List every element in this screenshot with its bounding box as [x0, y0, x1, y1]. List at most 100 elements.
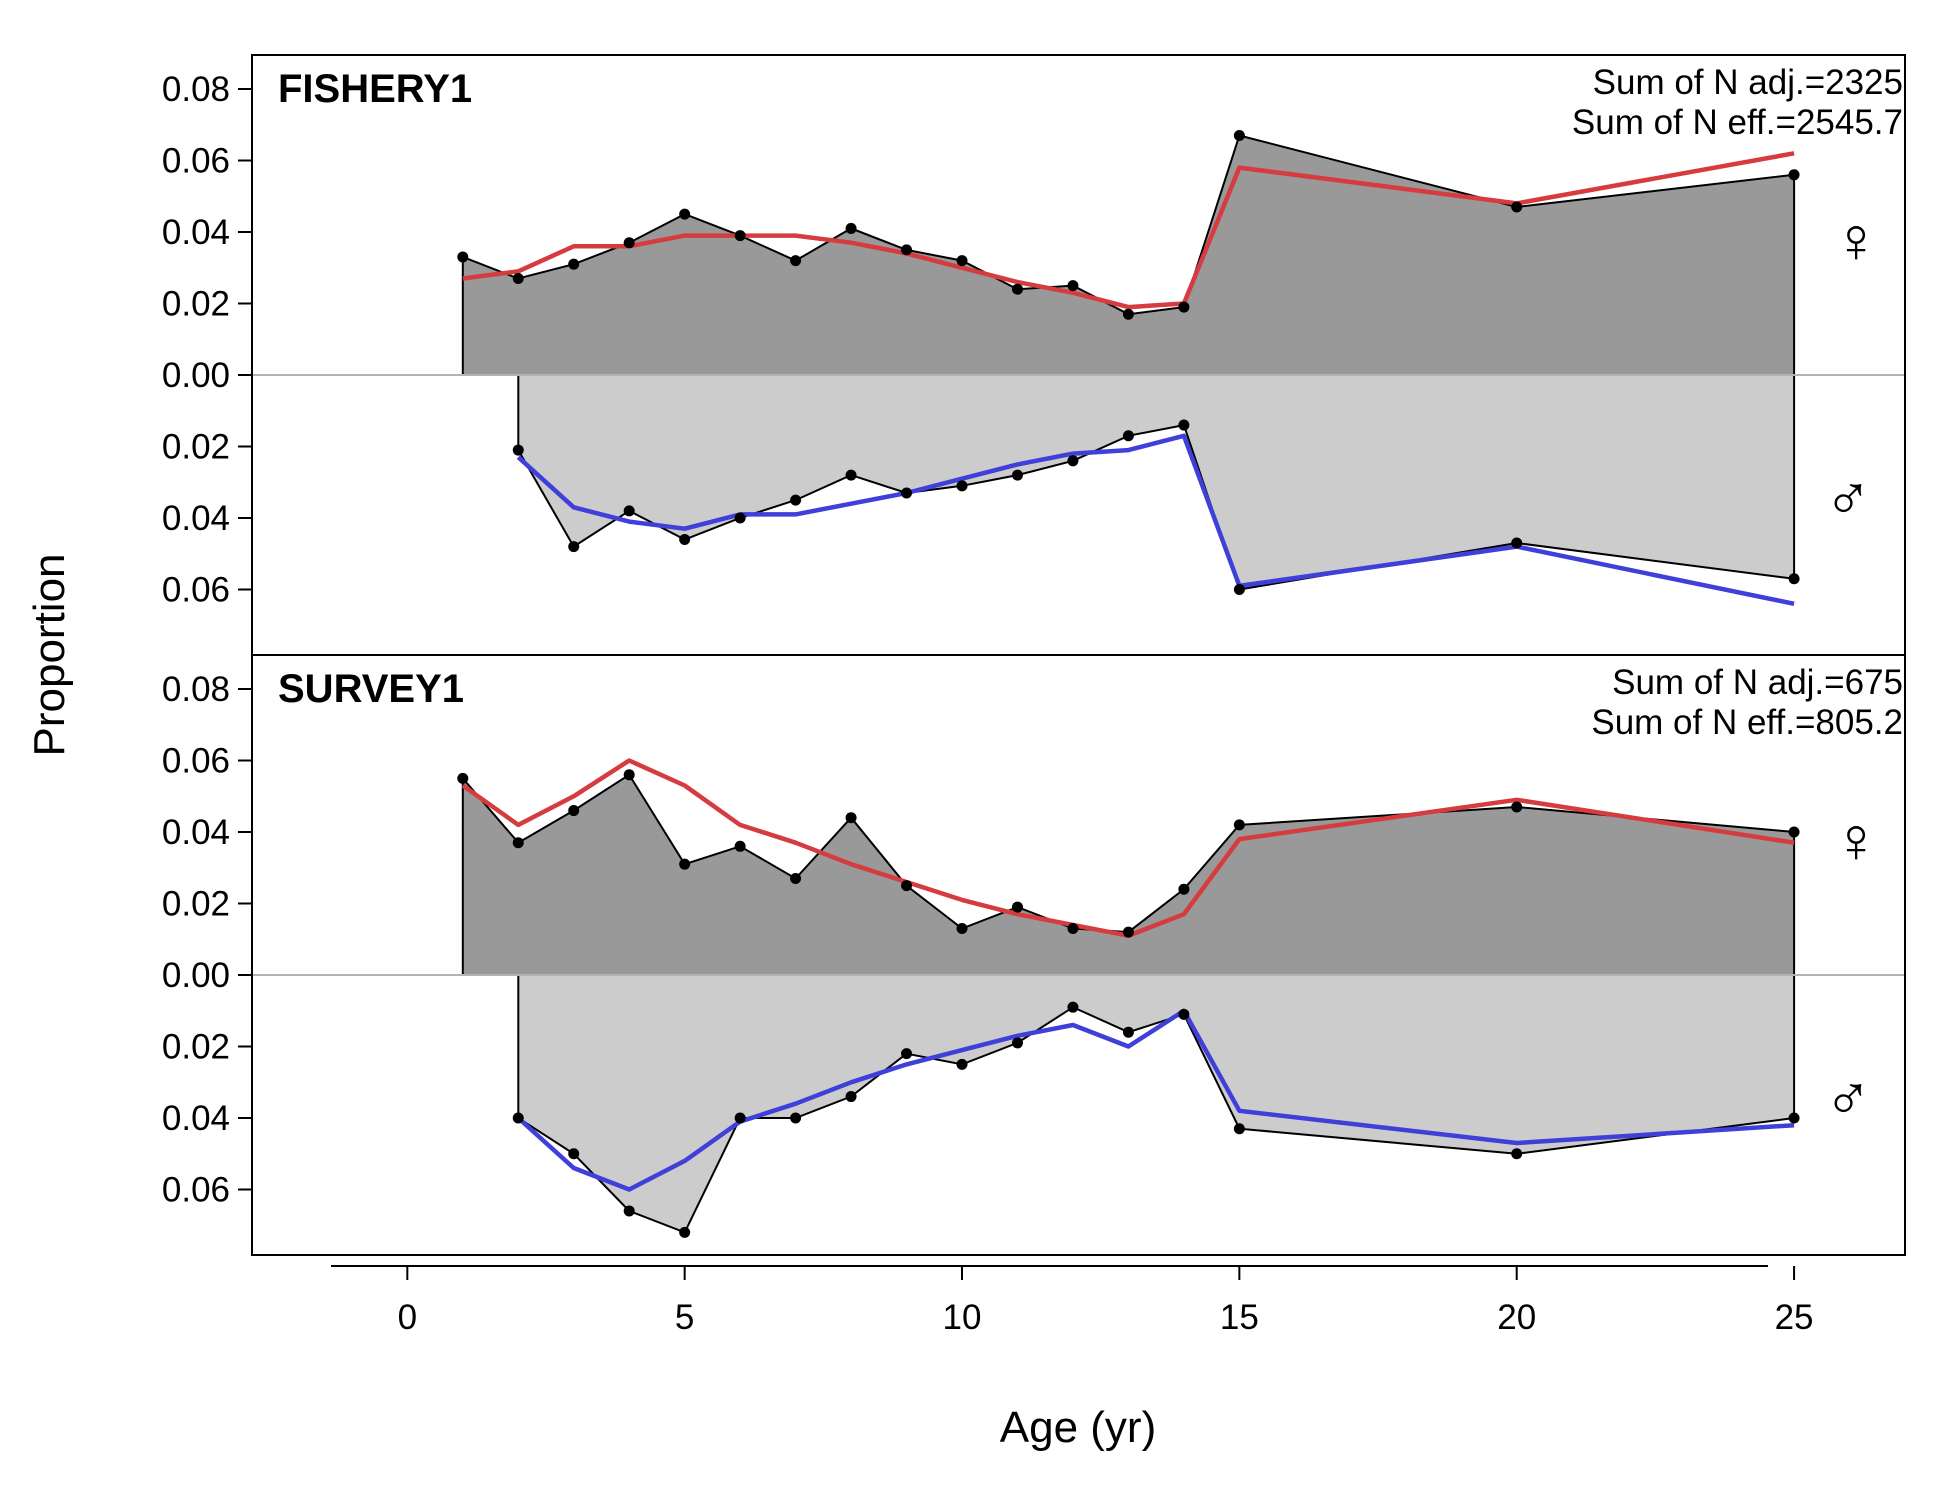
male-observed-point [790, 494, 802, 506]
female-observed-point [1067, 280, 1079, 292]
male-observed-point [956, 1058, 968, 1070]
male-symbol-icon: ♂ [1824, 462, 1872, 534]
x-tick-label: 20 [1497, 1298, 1536, 1337]
female-observed-point [790, 872, 802, 884]
x-tick-label: 10 [943, 1298, 982, 1337]
male-observed-point [1178, 419, 1190, 431]
male-observed-point [1233, 584, 1245, 595]
male-observed-point [679, 1226, 691, 1238]
male-observed-point [623, 1205, 635, 1217]
x-tick-label: 15 [1220, 1298, 1259, 1337]
male-observed-point [1122, 430, 1134, 442]
x-axis-title: Age (yr) [1000, 1403, 1156, 1452]
y-tick-label: 0.04 [162, 499, 230, 538]
male-observed-point [1788, 1112, 1800, 1124]
sum-n-eff-label: Sum of N eff.=2545.7 [1572, 103, 1903, 142]
panel-plot-area [252, 758, 1905, 1238]
y-tick-label: 0.02 [162, 285, 230, 324]
female-observed-point [901, 880, 913, 892]
sum-n-adj-label: Sum of N adj.=675 [1612, 663, 1903, 702]
male-observed-point [512, 1112, 524, 1124]
female-observed-point [734, 840, 746, 852]
panel-fishery1: FISHERY1 Sum of N adj.=2325 Sum of N eff… [251, 54, 1906, 656]
female-observed-point [1011, 283, 1023, 295]
male-observed-point [1011, 469, 1023, 481]
y-tick-label: 0.04 [162, 813, 230, 852]
male-expected-line [516, 1008, 1795, 1192]
female-observed-point [512, 272, 524, 284]
female-symbol-icon: ♀ [1832, 204, 1880, 276]
female-observed-point [568, 805, 580, 817]
male-observed-point [1511, 537, 1523, 549]
female-observed-point [845, 812, 857, 824]
male-expected-line [516, 433, 1795, 607]
male-observed-point [1122, 1026, 1134, 1038]
male-observed-point [1067, 455, 1079, 467]
female-observed-point [1233, 129, 1245, 141]
female-observed-point [1788, 826, 1800, 838]
male-observed-point [845, 469, 857, 481]
female-observed-point [457, 772, 469, 784]
male-observed-point [956, 480, 968, 492]
female-observed-point [1067, 923, 1079, 935]
male-observed-point [1178, 1008, 1190, 1020]
x-tick-label: 5 [675, 1298, 694, 1337]
y-tick-label: 0.00 [162, 356, 230, 395]
female-observed-point [1788, 169, 1800, 181]
y-tick-label: 0.06 [162, 142, 230, 181]
male-observed-point [1011, 1037, 1023, 1049]
male-observed-point [679, 533, 691, 545]
y-axis-title: Proportion [25, 553, 74, 756]
male-observed-point [1511, 1148, 1523, 1160]
male-observed-point [623, 505, 635, 517]
female-observed-point [901, 244, 913, 256]
panel-survey1: SURVEY1 Sum of N adj.=675 Sum of N eff.=… [251, 654, 1906, 1256]
female-observed-point [956, 923, 968, 935]
male-observed-point [790, 1112, 802, 1124]
male-observed-point [1788, 573, 1800, 585]
x-axis: 0 5 10 15 20 25 [331, 1265, 1814, 1337]
female-observed-point [512, 837, 524, 849]
y-tick-label: 0.02 [162, 885, 230, 924]
female-observed-point [679, 208, 691, 220]
male-observed-point [734, 1112, 746, 1124]
male-observed-point [1067, 1001, 1079, 1013]
y-tick-label: 0.08 [162, 70, 230, 109]
female-observed-point [956, 255, 968, 267]
female-observed-area [461, 773, 1796, 976]
female-observed-point [845, 222, 857, 234]
y-tick-label: 0.06 [162, 742, 230, 781]
male-observed-point [734, 512, 746, 524]
female-observed-point [568, 258, 580, 270]
female-observed-point [457, 251, 469, 263]
female-observed-point [623, 769, 635, 781]
male-observed-point [1233, 1123, 1245, 1135]
female-observed-point [1122, 926, 1134, 938]
y-tick-label: 0.02 [162, 428, 230, 467]
y-tick-label: 0.06 [162, 1171, 230, 1210]
female-observed-point [734, 230, 746, 242]
female-observed-point [1178, 883, 1190, 895]
female-observed-point [1178, 301, 1190, 313]
sum-n-adj-label: Sum of N adj.=2325 [1593, 63, 1903, 102]
female-observed-point [1511, 201, 1523, 213]
female-observed-point [790, 255, 802, 267]
male-observed-point [568, 1148, 580, 1160]
y-axes: 0.00 0.02 0.04 0.06 0.08 0.02 0.04 0.06 0.00 0.02… [162, 70, 253, 1210]
panel-plot-area [252, 129, 1905, 607]
male-symbol-icon: ♂ [1824, 1062, 1872, 1134]
panel-title: FISHERY1 [278, 67, 472, 111]
male-observed-point [845, 1091, 857, 1103]
female-symbol-icon: ♀ [1832, 804, 1880, 876]
y-tick-label: 0.02 [162, 1028, 230, 1067]
male-observed-point [901, 487, 913, 499]
female-observed-point [679, 858, 691, 870]
panel-title: SURVEY1 [278, 667, 464, 711]
x-tick-label: 0 [398, 1298, 417, 1337]
male-observed-point [901, 1048, 913, 1060]
y-tick-label: 0.04 [162, 213, 230, 252]
y-tick-label: 0.04 [162, 1099, 230, 1138]
y-tick-label: 0.06 [162, 571, 230, 610]
y-tick-label: 0.08 [162, 670, 230, 709]
